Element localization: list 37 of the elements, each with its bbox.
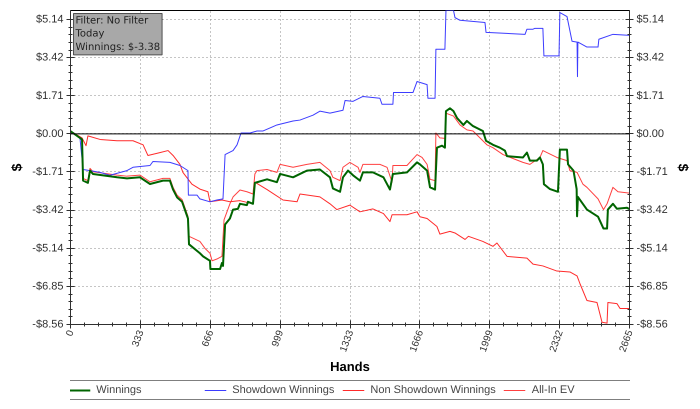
legend-label: Non Showdown Winnings (370, 384, 496, 396)
x-tick-label: 1666 (408, 328, 426, 354)
y-tick-label: -$1.71 (32, 166, 64, 178)
x-tick-label: 999 (270, 328, 286, 348)
legend-label: All-In EV (532, 384, 576, 396)
x-tick-label: 333 (130, 328, 147, 348)
y-tick-label: $3.42 (36, 52, 64, 64)
x-tick-label: 2665 (618, 328, 636, 354)
x-tick-label: 0 (64, 328, 77, 338)
annotation: Filter: No Filter (76, 16, 150, 26)
y2-axis-title: $ (676, 164, 692, 172)
y-tick-label: -$3.42 (32, 204, 64, 216)
x-tick-label: 1333 (338, 328, 356, 354)
y2-tick-label: -$8.56 (636, 318, 668, 330)
y-axis-title: $ (8, 163, 24, 172)
y-tick-label: $1.71 (36, 90, 64, 102)
y2-tick-label: -$6.85 (636, 280, 668, 292)
x-tick-label: 666 (200, 328, 216, 348)
y-tick-label: $0.00 (36, 128, 64, 140)
x-tick-label: 2332 (548, 328, 566, 354)
y-tick-label: -$5.14 (32, 242, 64, 254)
y2-tick-label: -$5.14 (636, 242, 668, 254)
y2-tick-label: -$3.42 (636, 204, 668, 216)
x-axis-title: Hands (330, 358, 370, 374)
x-tick-label: 1999 (478, 328, 496, 354)
y-tick-label: -$8.56 (32, 318, 64, 330)
legend-label: Winnings (96, 384, 142, 396)
y2-tick-label: $3.42 (636, 52, 664, 64)
legend-label: Showdown Winnings (232, 384, 334, 396)
y-tick-label: $5.14 (36, 13, 64, 26)
y2-tick-label: $0.00 (636, 128, 664, 140)
y2-tick-label: -$1.71 (636, 166, 668, 178)
annotation: Winnings: $-3.38 (76, 42, 160, 53)
y2-tick-label: $1.71 (636, 90, 664, 102)
y2-tick-label: $5.14 (636, 13, 664, 26)
annotation: Today (74, 28, 105, 40)
y-tick-label: -$6.85 (32, 280, 64, 292)
